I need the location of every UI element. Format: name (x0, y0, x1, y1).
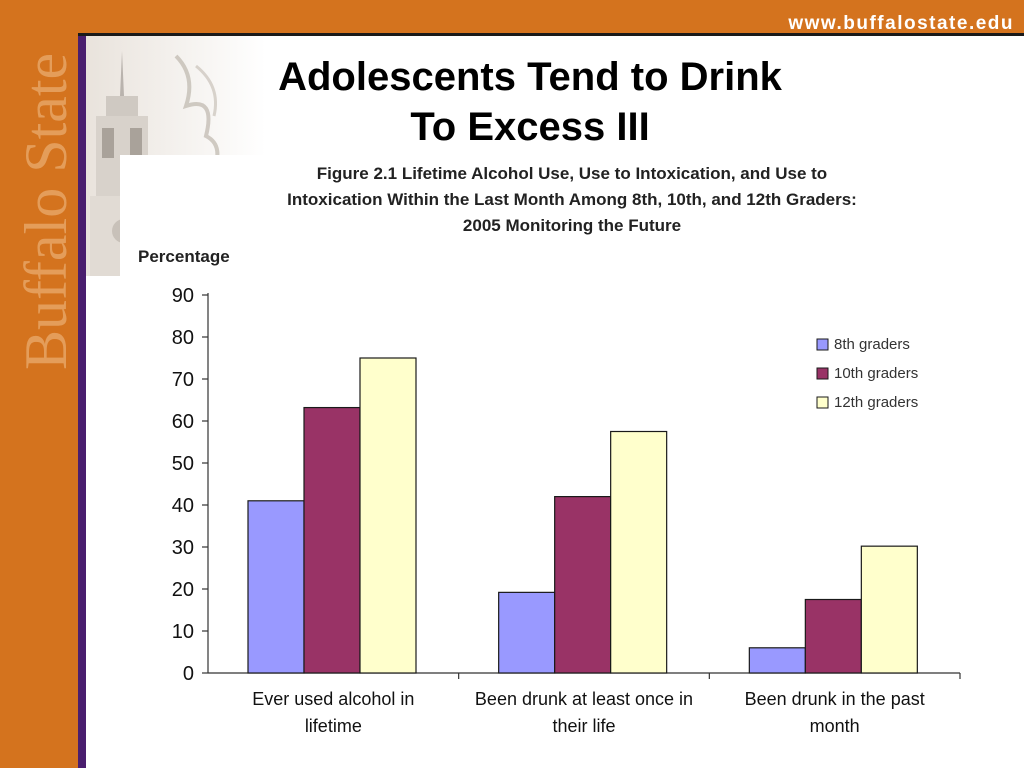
figure-title-line-2: Intoxication Within the Last Month Among… (287, 190, 857, 209)
y-axis-label: Percentage (138, 247, 230, 266)
figure-panel: Figure 2.1 Lifetime Alcohol Use, Use to … (120, 155, 1024, 768)
header-divider (78, 33, 1024, 36)
header-bar: www.buffalostate.edu (0, 0, 1024, 36)
bar-10th-graders-1 (554, 496, 612, 674)
bar-12th-graders-2 (860, 545, 918, 674)
left-brand-bar: Buffalo State (0, 0, 79, 768)
bar-10th-graders-0 (303, 406, 361, 674)
y-tick-label: 80 (172, 327, 194, 349)
category-labels: Ever used alcohol in lifetime Been drunk a… (252, 673, 961, 736)
bar-12th-graders-0 (359, 357, 417, 674)
y-tick-label: 60 (172, 411, 194, 433)
legend-label: 12th graders (834, 394, 918, 411)
legend-label: 10th graders (834, 365, 918, 382)
category-label: Ever used alcohol in (252, 689, 414, 709)
legend-swatch (816, 396, 829, 409)
category-label: Been drunk at least once in (475, 689, 693, 709)
y-tick-label: 90 (172, 285, 194, 307)
bar-8th-graders-0 (247, 500, 305, 674)
figure-title-line-3: 2005 Monitoring the Future (463, 216, 681, 235)
buffalo-state-logo: Buffalo State (13, 52, 79, 370)
y-tick-label: 50 (172, 453, 194, 475)
y-tick-label: 0 (183, 663, 194, 685)
bar-10th-graders-2 (804, 598, 862, 674)
category-label: their life (552, 716, 615, 736)
figure-title: Figure 2.1 Lifetime Alcohol Use, Use to … (287, 164, 857, 235)
y-ticks: 0 10 20 30 40 50 60 70 80 90 (172, 285, 208, 685)
bars (247, 357, 918, 674)
y-tick-label: 20 (172, 579, 194, 601)
y-tick-label: 40 (172, 495, 194, 517)
legend-label: 8th graders (834, 336, 910, 353)
site-url: www.buffalostate.edu (788, 13, 1014, 34)
slide-title-line-2: To Excess III (410, 105, 650, 149)
figure-title-line-1: Figure 2.1 Lifetime Alcohol Use, Use to … (317, 164, 827, 183)
category-label: month (810, 716, 860, 736)
y-tick-label: 10 (172, 621, 194, 643)
legend-swatch (816, 367, 829, 380)
bar-8th-graders-2 (748, 647, 806, 674)
legend: 8th graders 10th graders 12th graders (816, 336, 918, 411)
category-label: lifetime (305, 716, 362, 736)
bar-12th-graders-1 (610, 430, 668, 674)
left-bar-edge (78, 36, 86, 768)
y-tick-label: 30 (172, 537, 194, 559)
slide-title: Adolescents Tend to Drink To Excess III (180, 52, 880, 152)
y-tick-label: 70 (172, 369, 194, 391)
bar-8th-graders-1 (498, 591, 556, 674)
legend-swatch (816, 338, 829, 351)
bar-chart: Figure 2.1 Lifetime Alcohol Use, Use to … (138, 164, 961, 736)
slide-title-line-1: Adolescents Tend to Drink (278, 55, 782, 99)
category-label: Been drunk in the past (745, 689, 925, 709)
